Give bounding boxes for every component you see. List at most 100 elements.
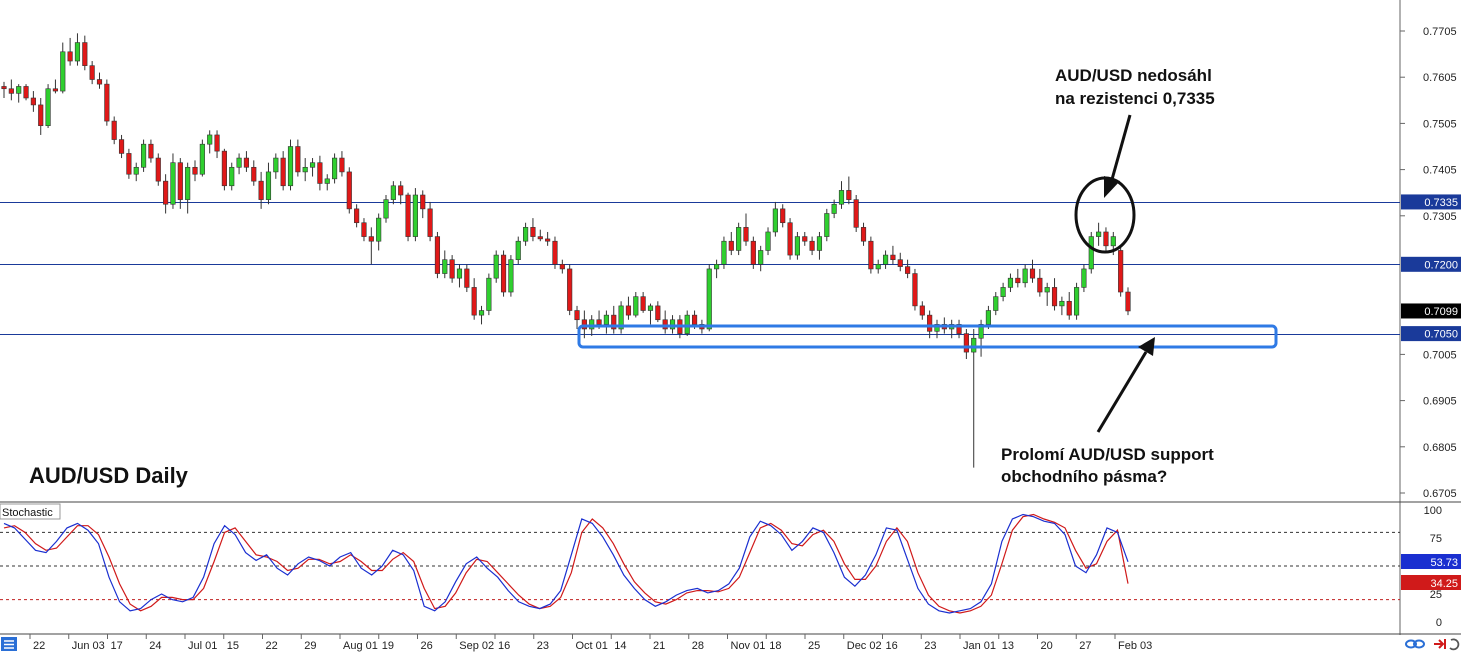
candle (1066, 292, 1072, 320)
candle (809, 236, 815, 256)
candle (927, 310, 933, 339)
candle (273, 153, 279, 179)
candle (1103, 227, 1109, 251)
candle (1007, 273, 1014, 293)
menu-icon[interactable] (1, 637, 17, 651)
annotation-resistance-line-1: AUD/USD nedosáhl (1055, 66, 1212, 85)
time-tick-label: 21 (653, 640, 665, 652)
candle (574, 305, 580, 329)
candle (16, 84, 22, 103)
link-icon[interactable] (1405, 639, 1425, 649)
candle (434, 231, 441, 279)
candle (332, 153, 338, 184)
candle (96, 72, 103, 89)
candle (905, 259, 911, 279)
candle (552, 236, 558, 269)
candle (346, 167, 352, 214)
candle (618, 301, 624, 334)
candle (82, 35, 88, 71)
candle (625, 296, 632, 320)
candle (515, 236, 521, 265)
candle (603, 310, 609, 334)
price-panel[interactable] (0, 0, 1400, 502)
stochastic-k-tag (1401, 554, 1461, 569)
candle (442, 250, 448, 279)
candle (1059, 296, 1065, 316)
candle (464, 264, 470, 293)
time-tick-label: 17 (111, 640, 123, 652)
candle (383, 195, 389, 223)
time-tick-label: 22 (266, 640, 278, 652)
candle (229, 162, 235, 191)
candle (559, 259, 565, 274)
candle (170, 153, 176, 209)
candle (258, 171, 264, 209)
candle (449, 255, 455, 283)
candle (831, 199, 837, 219)
candle (317, 155, 323, 191)
level-tags: 0.7335 0.7200 0.7050 0.7099 (1401, 194, 1461, 342)
candle (897, 252, 903, 272)
level-tag-bg (1401, 326, 1461, 342)
candle (780, 204, 786, 228)
candle (868, 236, 874, 274)
level-tag-bg (1401, 256, 1461, 272)
candle (1037, 268, 1043, 297)
candle (500, 250, 507, 297)
candle (1029, 259, 1036, 283)
candle (882, 250, 889, 269)
arrow-right-icon[interactable] (1434, 639, 1446, 649)
candle (816, 231, 823, 260)
price-tick-label: 0.7005 (1423, 349, 1457, 361)
candle (1073, 282, 1080, 320)
candle (118, 134, 125, 159)
candle (684, 310, 690, 336)
time-tick-label: Nov 01 (731, 640, 766, 652)
candle (1022, 264, 1028, 288)
time-tick-label: 24 (149, 640, 161, 652)
stochastic-label-box (0, 503, 61, 520)
candle (824, 208, 830, 242)
candle (493, 250, 499, 283)
candle (412, 188, 418, 242)
candle (1081, 264, 1087, 293)
support-zone-box (577, 324, 1278, 349)
candle (376, 213, 382, 251)
candle (295, 139, 301, 177)
candle (390, 181, 396, 205)
stochastic-levels (0, 531, 1400, 601)
candle (971, 328, 977, 468)
candle (772, 201, 778, 237)
candle (1044, 282, 1050, 306)
candle (875, 259, 881, 274)
candle (427, 201, 433, 242)
candle (74, 33, 81, 66)
time-tick-label: 19 (382, 640, 394, 652)
time-tick-label: Jan 01 (963, 640, 996, 652)
time-tick-label: Feb 03 (1118, 640, 1152, 652)
candle (456, 264, 463, 288)
refresh-icon[interactable] (1449, 638, 1460, 651)
candle (111, 116, 117, 145)
candle (1118, 245, 1124, 297)
candle (368, 227, 374, 265)
price-tick-label: 0.7705 (1423, 26, 1457, 38)
stochastic-k-value: 53.73 (1430, 557, 1458, 569)
candle (721, 236, 727, 269)
chart-title: AUD/USD Daily (29, 463, 189, 488)
candle (523, 222, 529, 246)
candle (611, 305, 617, 334)
stochastic-label: Stochastic (2, 507, 53, 519)
stochastic-tick-label: 75 (1430, 533, 1442, 545)
candle (420, 190, 426, 219)
candle (133, 162, 139, 182)
candle (38, 97, 44, 135)
candle (993, 292, 999, 316)
time-tick-label: 14 (614, 640, 626, 652)
candle (361, 218, 367, 242)
time-tick-label: 18 (769, 640, 781, 652)
price-tick-label: 0.6805 (1423, 442, 1457, 454)
time-tick-label: 27 (1079, 640, 1091, 652)
candle (199, 139, 205, 177)
